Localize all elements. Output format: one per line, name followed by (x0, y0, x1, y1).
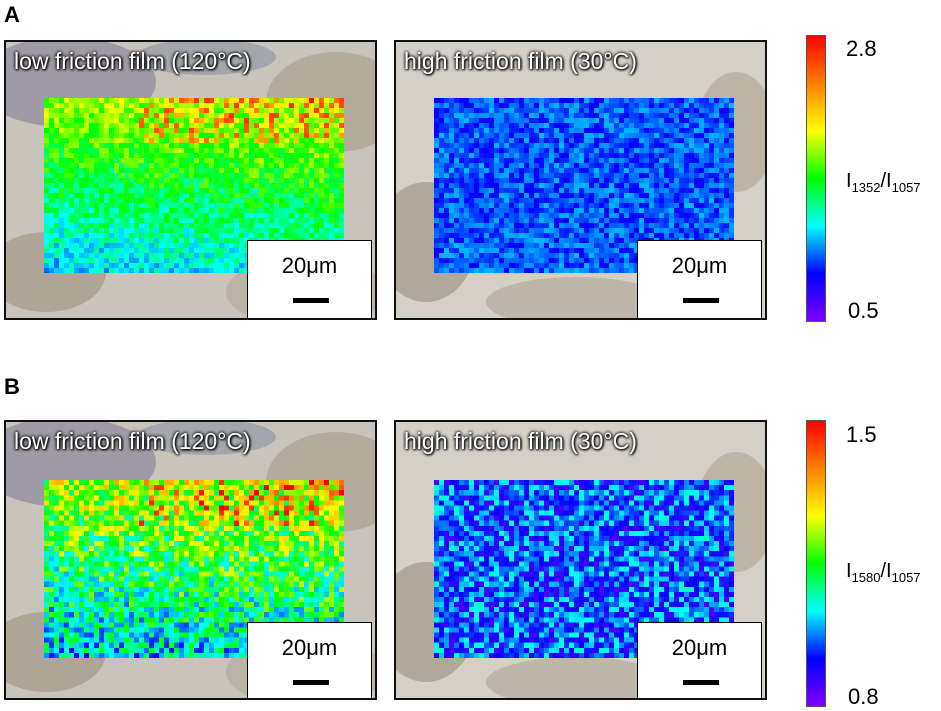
scale-bar-label: 20μm (281, 253, 338, 278)
film-label: low friction film (120°C) (14, 48, 251, 74)
scale-bar (683, 298, 719, 303)
scale-bar-label: 20μm (281, 635, 338, 660)
panel-a-letter: A (4, 2, 20, 27)
colorbar-a-max: 2.8 (846, 36, 877, 61)
scale-bar-box: 20μm (247, 622, 372, 698)
panel-b-letter: B (4, 374, 20, 399)
scale-bar (293, 298, 329, 303)
colorbar-b-label: I1580/I1057 (846, 560, 921, 585)
scale-bar-box: 20μm (637, 240, 762, 318)
colorbar-a (806, 35, 826, 322)
colorbar-a-min: 0.5 (848, 298, 879, 323)
scale-bar (683, 680, 719, 685)
colorbar-b (806, 420, 826, 707)
colorbar-b-min: 0.8 (848, 684, 879, 709)
micrograph-b-low: low friction film (120°C) 20μm (4, 420, 377, 700)
micrograph-a-high: high friction film (30°C) 20μm (394, 40, 767, 320)
colorbar-b-max: 1.5 (846, 422, 877, 447)
micrograph-b-high: high friction film (30°C) 20μm (394, 420, 767, 700)
film-label: high friction film (30°C) (404, 428, 637, 454)
film-label: low friction film (120°C) (14, 428, 251, 454)
scale-bar-label: 20μm (671, 253, 728, 278)
scale-bar-label: 20μm (671, 635, 728, 660)
scale-bar-box: 20μm (247, 240, 372, 318)
colorbar-a-label: I1352/I1057 (846, 170, 921, 195)
micrograph-a-low: low friction film (120°C) 20μm (4, 40, 377, 320)
scale-bar (293, 680, 329, 685)
film-label: high friction film (30°C) (404, 48, 637, 74)
scale-bar-box: 20μm (637, 622, 762, 698)
